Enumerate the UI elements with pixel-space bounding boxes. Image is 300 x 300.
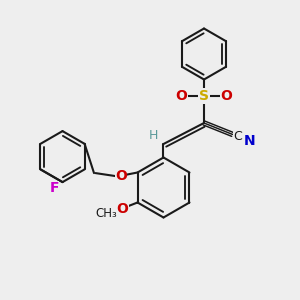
Text: CH₃: CH₃ [95,206,117,220]
Text: O: O [176,89,188,103]
Text: H: H [148,129,158,142]
Text: S: S [199,89,209,103]
Text: C: C [233,130,242,143]
Text: N: N [244,134,256,148]
Text: F: F [50,181,59,195]
Text: O: O [117,202,128,215]
Text: O: O [115,169,127,183]
Text: O: O [220,89,232,103]
